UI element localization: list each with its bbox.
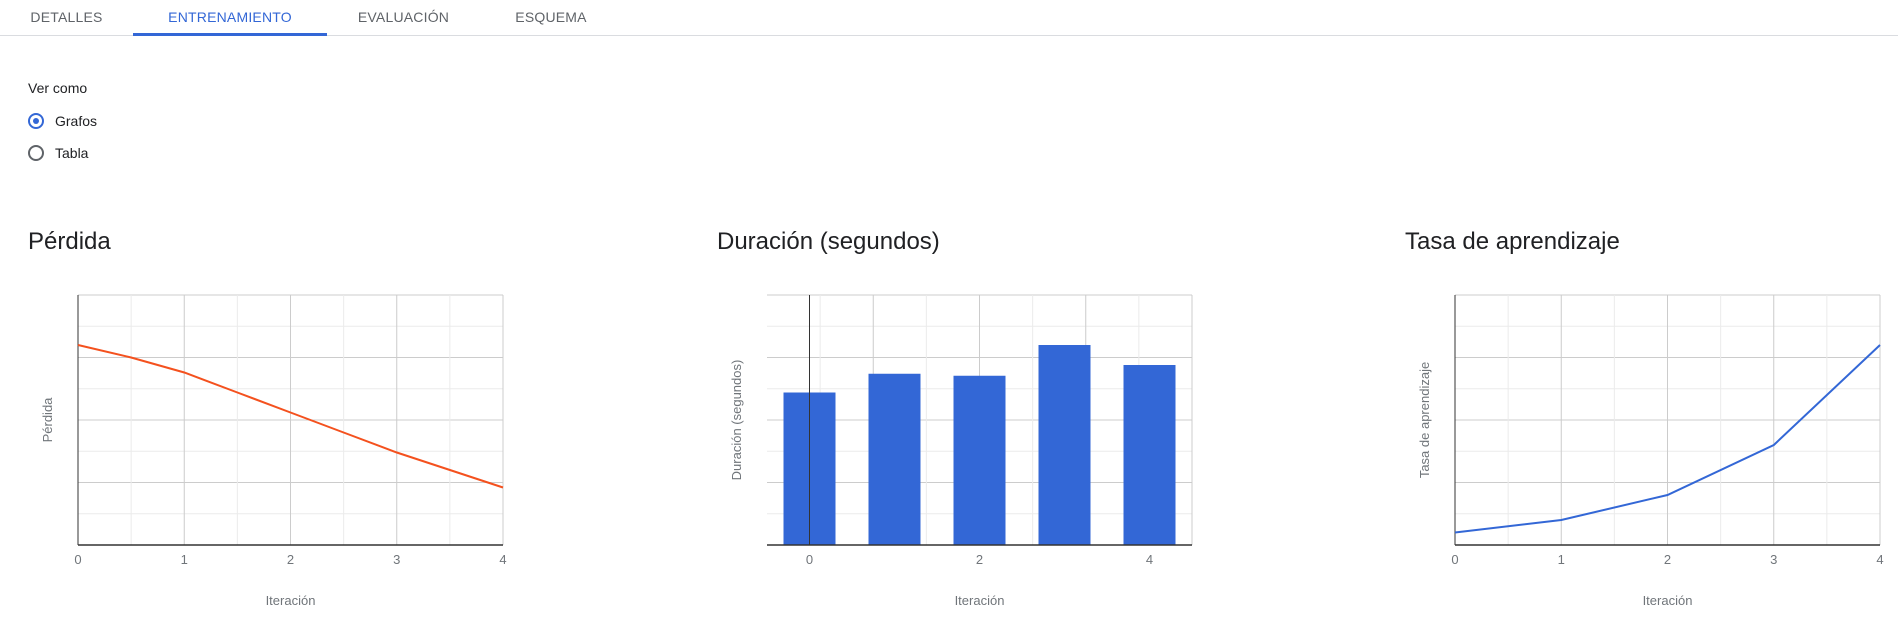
radio-label-tabla: Tabla bbox=[55, 145, 89, 161]
series-line bbox=[1454, 344, 1881, 534]
series-line bbox=[77, 344, 504, 489]
radio-button-unchecked[interactable] bbox=[28, 145, 44, 161]
x-tick-label: 2 bbox=[1664, 552, 1671, 567]
x-axis-title: Iteración bbox=[1643, 593, 1693, 608]
bar-2 bbox=[953, 375, 1006, 545]
radio-option-grafos[interactable]: Grafos bbox=[28, 111, 97, 131]
tab-evaluacion[interactable]: EVALUACIÓN bbox=[357, 9, 450, 25]
x-tick-label: 4 bbox=[499, 552, 506, 567]
loss-chart: 0 1 2 3 4 Iteración Pérdida bbox=[40, 294, 507, 608]
tab-detalles[interactable]: DETALLES bbox=[30, 9, 103, 25]
x-tick-label: 0 bbox=[74, 552, 81, 567]
chart-title-perdida: Pérdida bbox=[28, 228, 111, 255]
x-axis-title: Iteración bbox=[955, 593, 1005, 608]
x-tick-label: 2 bbox=[287, 552, 294, 567]
chart-title-tasa: Tasa de aprendizaje bbox=[1405, 228, 1620, 255]
chart-title-duracion: Duración (segundos) bbox=[717, 228, 940, 255]
y-axis-title: Duración (segundos) bbox=[729, 360, 744, 481]
tab-bar: DETALLES ENTRENAMIENTO EVALUACIÓN ESQUEM… bbox=[0, 0, 1898, 36]
y-axis-title: Pérdida bbox=[40, 397, 55, 443]
learning-rate-chart: 0 1 2 3 4 Iteración Tasa de aprendizaje bbox=[1417, 294, 1884, 608]
y-axis-title: Tasa de aprendizaje bbox=[1417, 362, 1432, 478]
radio-label-grafos: Grafos bbox=[55, 113, 98, 129]
bar-3 bbox=[1038, 345, 1091, 545]
bar-1 bbox=[868, 373, 921, 545]
x-tick-label: 3 bbox=[1770, 552, 1777, 567]
radio-button-checked[interactable] bbox=[28, 113, 44, 129]
x-tick-label: 0 bbox=[1451, 552, 1458, 567]
x-tick-label: 0 bbox=[806, 552, 813, 567]
bar-4 bbox=[1123, 365, 1176, 545]
x-tick-label: 1 bbox=[181, 552, 188, 567]
x-tick-label: 4 bbox=[1876, 552, 1883, 567]
duration-chart: 0 2 4 Iteración Duración (segundos) bbox=[729, 294, 1193, 608]
x-tick-label: 1 bbox=[1558, 552, 1565, 567]
radio-option-tabla[interactable]: Tabla bbox=[28, 143, 88, 163]
x-tick-label: 2 bbox=[976, 552, 983, 567]
x-tick-label: 3 bbox=[393, 552, 400, 567]
x-tick-label: 4 bbox=[1146, 552, 1153, 567]
view-as-label: Ver como bbox=[28, 80, 88, 96]
x-axis-title: Iteración bbox=[266, 593, 316, 608]
tab-esquema[interactable]: ESQUEMA bbox=[515, 9, 587, 25]
tab-entrenamiento[interactable]: ENTRENAMIENTO bbox=[133, 0, 327, 36]
